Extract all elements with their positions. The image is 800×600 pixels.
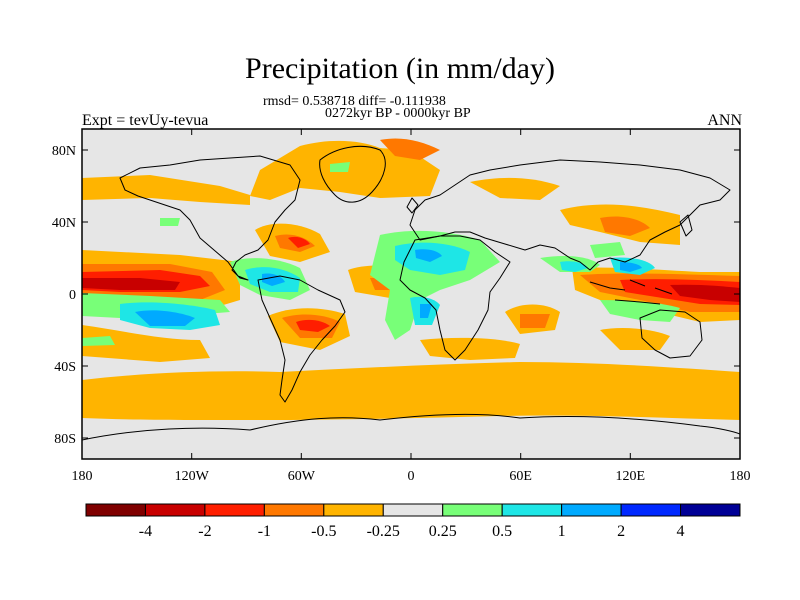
colorbar-swatch [382, 503, 444, 517]
x-tick-label: 60W [288, 469, 316, 484]
coast-greenland [319, 145, 386, 203]
colorbar-swatch [442, 503, 503, 517]
colorbar-label: 4 [677, 523, 685, 540]
colorbar-swatch [204, 503, 265, 517]
colorbar: -4 -2 -1 -0.5 -0.25 0.25 0.5 1 2 4 [85, 503, 741, 540]
x-tick-label: 60E [509, 469, 532, 484]
colorbar-label: 0.25 [429, 523, 457, 540]
colorbar-swatch [501, 503, 563, 517]
y-tick-label: 40S [54, 360, 76, 375]
x-axis-labels: 180 120W 60W 0 60E 120E 180 [72, 469, 751, 484]
anomaly-field-blue [135, 249, 642, 326]
coast-north-america [119, 155, 301, 281]
coast-indonesia [589, 279, 673, 305]
colorbar-swatch [561, 503, 622, 517]
axis-ticks [81, 129, 741, 459]
anomaly-fields [82, 138, 740, 420]
rmsd-diff-stats: rmsd= 0.538718 diff= -0.111938 [263, 94, 446, 109]
anomaly-field-dark-red [82, 278, 740, 302]
coast-australia [639, 309, 703, 359]
y-tick-label: 80S [54, 432, 76, 447]
colorbar-label: -0.5 [311, 523, 336, 540]
colorbar-label: -4 [139, 523, 152, 540]
colorbar-swatch [680, 503, 741, 517]
coastlines [82, 145, 740, 441]
coast-antarctica [82, 413, 740, 441]
colorbar-swatch [323, 503, 384, 517]
map-title: Precipitation (in mm/day) [245, 52, 555, 85]
x-tick-label: 120E [616, 469, 646, 484]
x-tick-label: 180 [730, 469, 751, 484]
map-panel: 80N 40N 0 40S 80S 180 120W 60W 0 60E 120… [52, 128, 751, 484]
colorbar-label: 0.5 [492, 523, 512, 540]
time-period-label: 0272kyr BP - 0000kyr BP [325, 106, 471, 121]
season-label: ANN [707, 112, 742, 129]
coast-africa [399, 235, 511, 361]
coast-britain-japan [406, 197, 693, 237]
y-tick-label: 40N [52, 216, 76, 231]
colorbar-swatch [85, 503, 146, 517]
x-tick-label: 0 [408, 469, 415, 484]
colorbar-label: -2 [198, 523, 211, 540]
colorbar-swatch [144, 503, 206, 517]
coast-eurasia [409, 159, 731, 271]
colorbar-swatch [620, 503, 682, 517]
experiment-label: Expt = tevUy-tevua [82, 112, 209, 129]
colorbar-label: 1 [558, 523, 566, 540]
x-tick-label: 180 [72, 469, 93, 484]
x-tick-label: 120W [175, 469, 210, 484]
y-tick-label: 0 [69, 288, 76, 303]
colorbar-label: 2 [617, 523, 625, 540]
colorbar-label: -1 [258, 523, 271, 540]
colorbar-label: -0.25 [367, 523, 400, 540]
y-axis-labels: 80N 40N 0 40S 80S [52, 144, 76, 447]
y-tick-label: 80N [52, 144, 76, 159]
coast-south-america [257, 275, 346, 403]
colorbar-swatch [263, 503, 325, 517]
